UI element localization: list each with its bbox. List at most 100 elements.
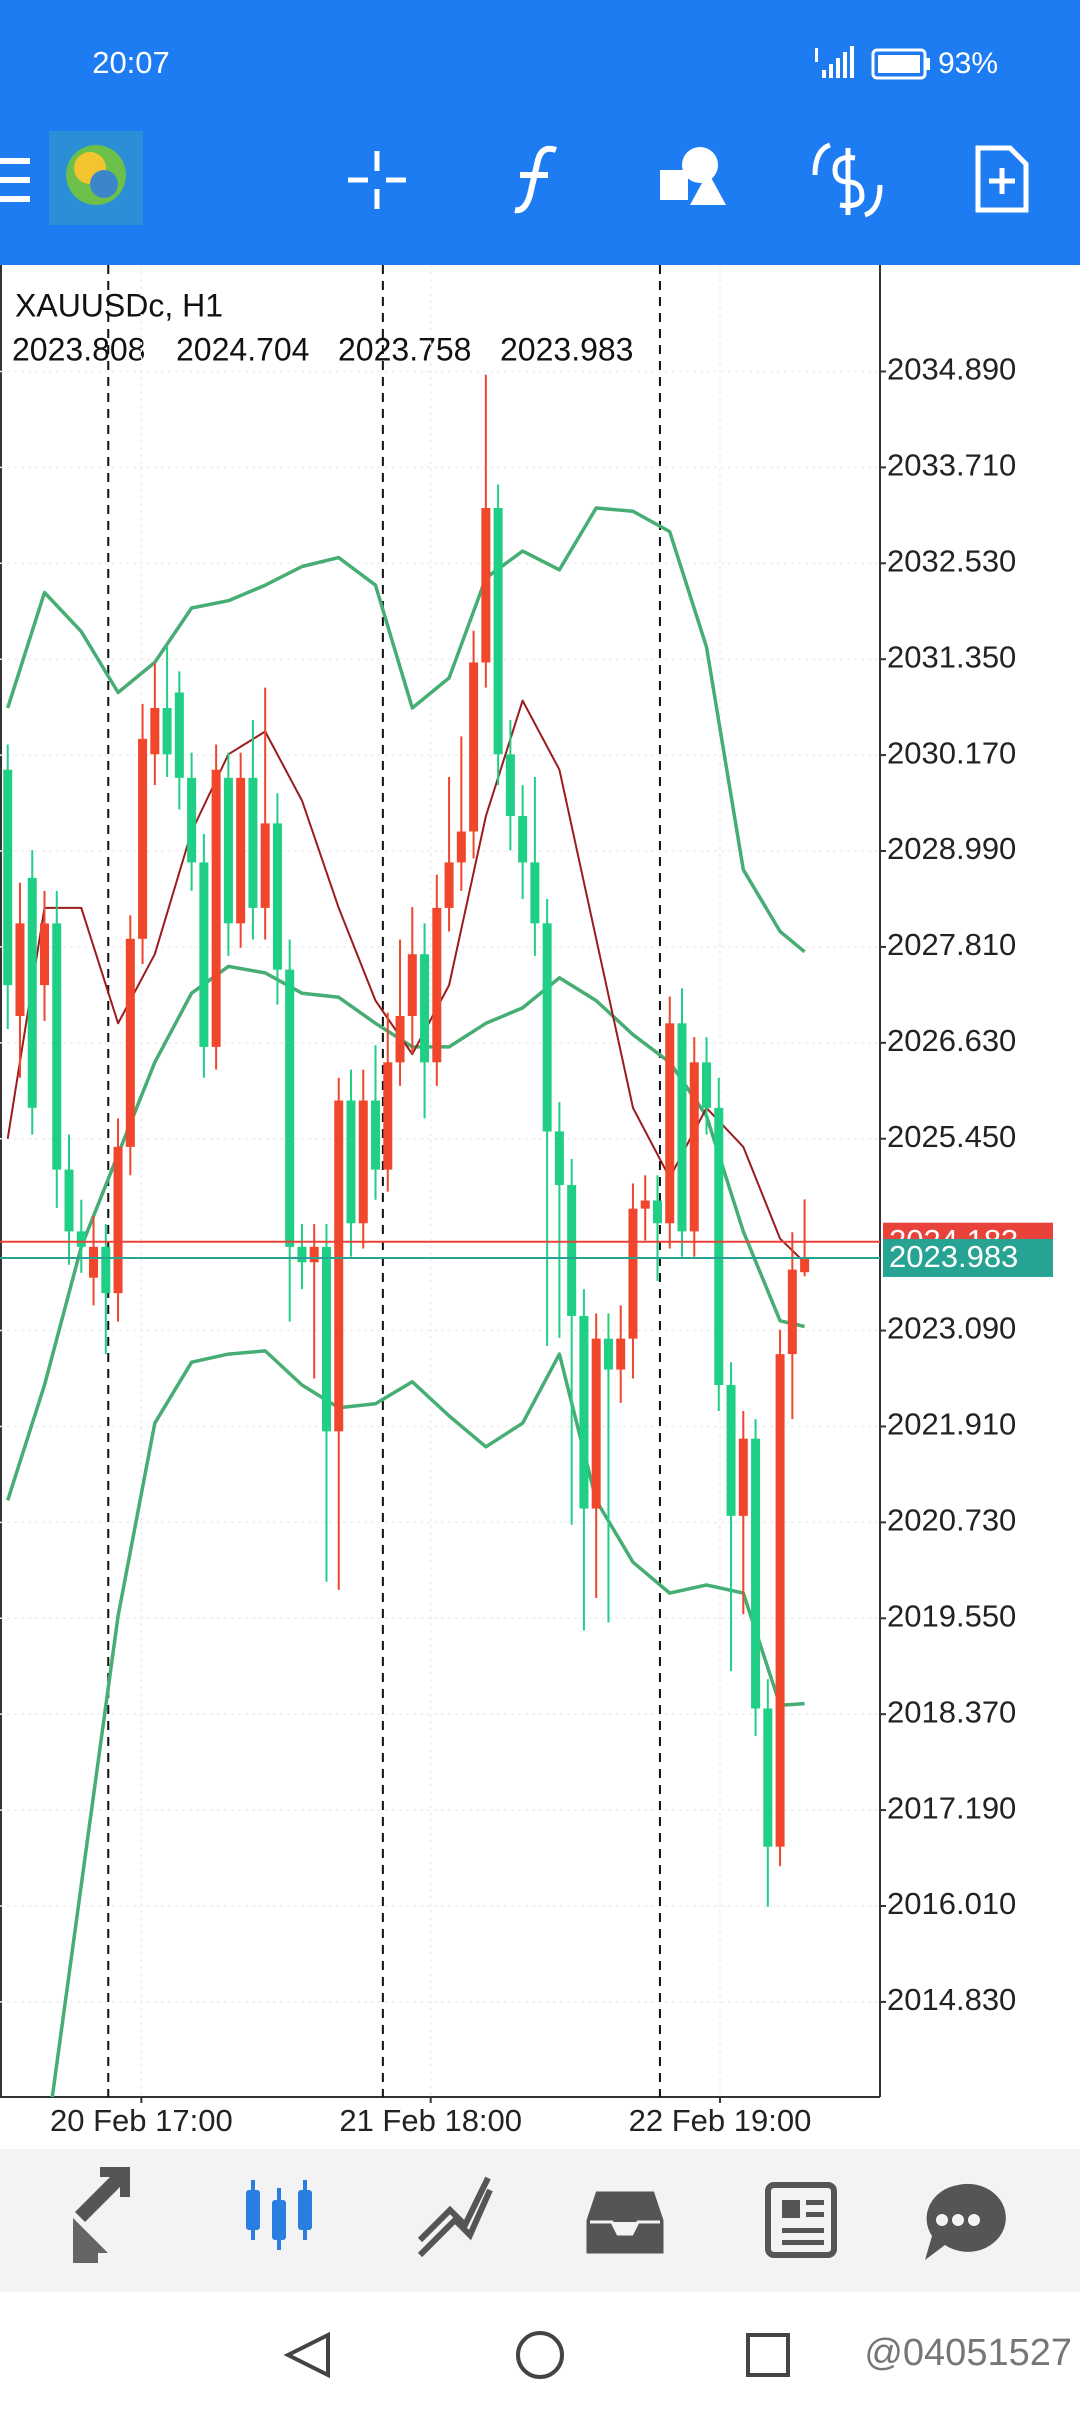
candle-body <box>236 777 246 924</box>
recents-button[interactable] <box>746 2333 790 2377</box>
y-tick-label: 2021.910 <box>887 1407 1016 1442</box>
indicator-line <box>50 1349 805 2097</box>
candle-body <box>775 1354 785 1847</box>
candle-body <box>371 1100 381 1170</box>
y-tick-label: 2023.090 <box>887 1311 1016 1346</box>
candle-body <box>738 1438 748 1516</box>
candle-body <box>726 1385 736 1516</box>
candle-body <box>640 1200 650 1209</box>
battery-level: 93% <box>938 47 998 80</box>
ohlc-low: 2023.758 <box>338 331 471 367</box>
candle-body <box>358 1100 368 1224</box>
candle-body <box>64 1169 74 1232</box>
menu-button[interactable] <box>0 158 30 202</box>
x-tick-label: 20 Feb 17:00 <box>50 2103 233 2138</box>
y-tick-label: 2031.350 <box>887 639 1016 674</box>
y-tick-label: 2014.830 <box>887 1982 1016 2017</box>
candle-body <box>444 862 454 908</box>
crosshair-button[interactable] <box>348 151 406 209</box>
plot-area <box>0 265 880 2097</box>
trade-tab[interactable] <box>417 2176 493 2258</box>
battery-icon <box>871 48 930 80</box>
candle-body <box>787 1269 797 1355</box>
candle-body <box>248 777 258 908</box>
candle-body <box>113 1146 123 1294</box>
candle-body <box>751 1438 761 1709</box>
candle-body <box>334 1100 344 1432</box>
candle-body <box>542 923 552 1132</box>
candle-body <box>530 862 540 924</box>
chart-tab[interactable] <box>246 2180 312 2250</box>
candle-body <box>689 1062 699 1232</box>
candle-body <box>3 769 13 986</box>
app-bar <box>0 0 1080 265</box>
y-tick-label: 2027.810 <box>887 927 1016 962</box>
symbol-label: XAUUSDc, H1 <box>15 287 223 323</box>
bid-label: 2023.983 <box>889 1239 1018 1274</box>
y-tick-label: 2020.730 <box>887 1503 1016 1538</box>
history-tab[interactable] <box>583 2188 667 2257</box>
candle-body <box>518 816 528 863</box>
candle-body <box>27 877 37 1108</box>
candle-body <box>187 777 197 863</box>
bid-label-box <box>883 1238 1053 1277</box>
candle-body <box>125 938 135 1147</box>
candle-body <box>677 1023 687 1232</box>
ohlc-open: 2023.808 <box>12 331 145 367</box>
candle-body <box>260 823 270 908</box>
candle-body <box>174 692 184 778</box>
ohlc-close: 2023.983 <box>500 331 633 367</box>
tab-bar <box>0 2149 1080 2292</box>
candle-body <box>285 969 295 1247</box>
x-tick-label: 22 Feb 19:00 <box>629 2103 812 2138</box>
y-tick-label: 2034.890 <box>887 352 1016 387</box>
candle-body <box>505 754 515 817</box>
candle-body <box>628 1208 638 1339</box>
candle-body <box>309 1246 319 1263</box>
ohlc-high: 2024.704 <box>176 331 309 367</box>
watermark: @04051527 <box>864 2332 1072 2374</box>
signal-icon <box>815 46 854 78</box>
objects-button[interactable] <box>660 147 726 205</box>
candle-body <box>591 1338 601 1509</box>
candle-body <box>603 1338 613 1370</box>
candle-body <box>763 1708 773 1847</box>
quotes-tab[interactable] <box>73 2167 130 2263</box>
x-tick-label: 21 Feb 18:00 <box>339 2103 522 2138</box>
candle-body <box>321 1246 331 1432</box>
new-order-button[interactable] <box>975 145 1029 213</box>
candle-body <box>395 1016 405 1063</box>
candle-body <box>15 923 25 1017</box>
chat-tab[interactable] <box>925 2183 1006 2260</box>
candle-body <box>76 1231 86 1247</box>
home-button[interactable] <box>516 2331 564 2379</box>
candle-body <box>554 1131 564 1186</box>
candle-body <box>162 707 172 755</box>
candle-body <box>579 1315 589 1509</box>
back-button[interactable] <box>283 2331 330 2379</box>
candle-body <box>714 1107 724 1386</box>
candle-body <box>138 738 148 939</box>
candle-body <box>469 662 479 832</box>
y-tick-label: 2028.990 <box>887 831 1016 866</box>
trade-button[interactable] <box>812 142 883 218</box>
candle-body <box>407 954 417 1017</box>
y-tick-label: 2033.710 <box>887 448 1016 483</box>
candle-body <box>420 954 430 1063</box>
y-tick-label: 2018.370 <box>887 1694 1016 1729</box>
indicator-line <box>6 506 806 954</box>
candle-body <box>272 823 282 970</box>
candle-body <box>493 508 503 755</box>
indicators-button[interactable] <box>514 145 558 214</box>
news-tab[interactable] <box>765 2182 837 2258</box>
candle-body <box>567 1185 577 1316</box>
candle-body <box>432 907 442 1063</box>
y-tick-label: 2019.550 <box>887 1598 1016 1633</box>
y-tick-label: 2026.630 <box>887 1023 1016 1058</box>
candle-body <box>40 923 50 986</box>
app-logo[interactable] <box>49 131 143 225</box>
candle-body <box>652 1200 662 1224</box>
candle-body <box>223 777 233 924</box>
